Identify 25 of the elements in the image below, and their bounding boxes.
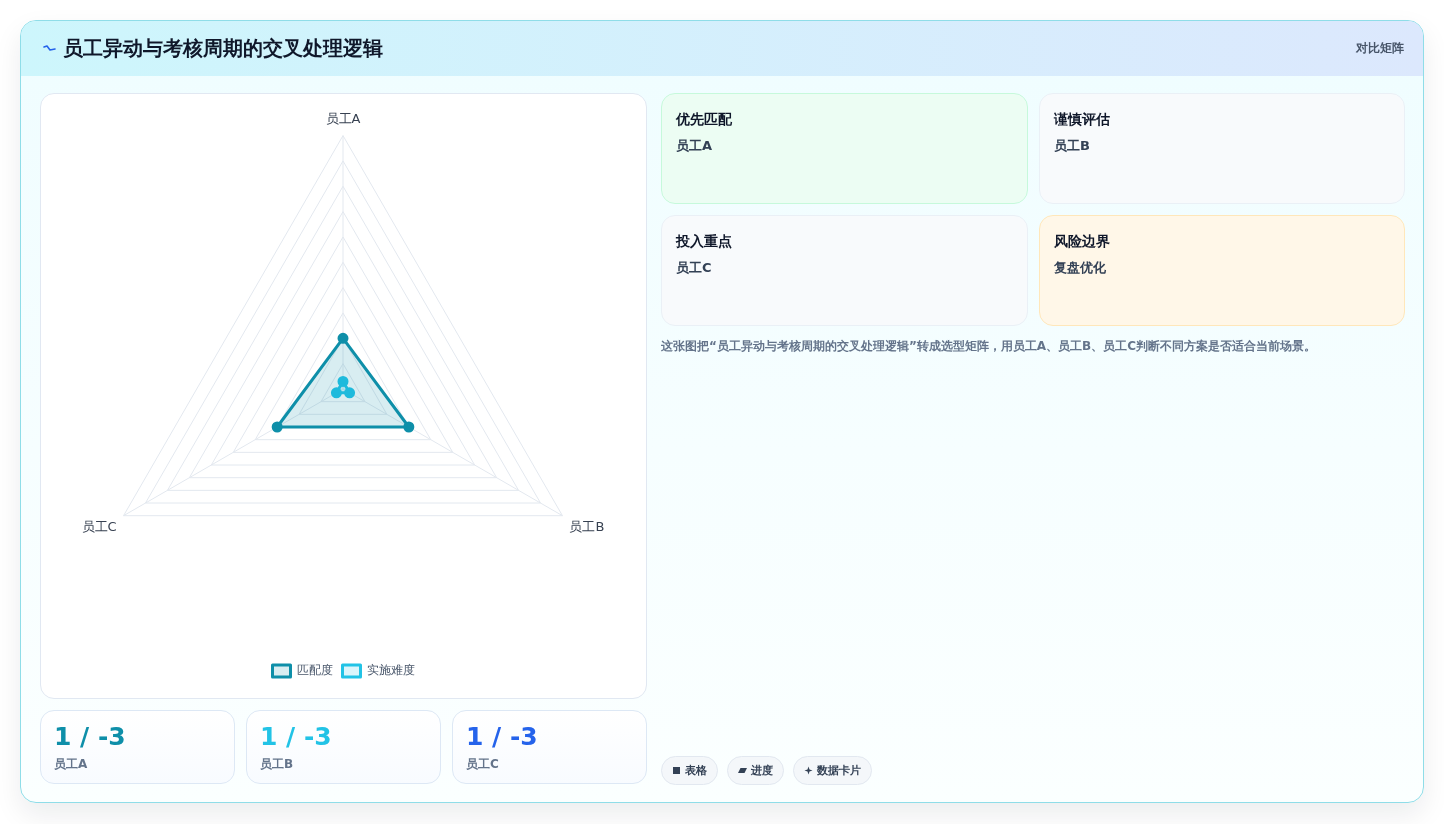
category-label: 优先匹配: [676, 110, 732, 129]
text: 进度: [751, 763, 773, 778]
text: 表格: [685, 763, 707, 778]
text: 数据卡片: [817, 763, 861, 778]
category-label: 员工B: [260, 756, 294, 772]
category-label: 投入重点: [676, 232, 732, 251]
text: 员工A: [676, 137, 713, 155]
text: 这张图把“员工异动与考核周期的交叉处理逻辑”转成选型矩阵，用员工A、员工B、员工C判断不同方案是否适合当前场景。: [661, 338, 1317, 354]
text: 员工C: [676, 259, 712, 277]
category-label: 员工C: [466, 756, 499, 772]
legend-label: 实施难度: [366, 663, 415, 678]
text: 1 / -3: [466, 721, 538, 753]
spoke-label: 员工A: [325, 111, 361, 127]
category-label: 谨慎评估: [1054, 110, 1110, 129]
text: 1 / -3: [260, 721, 332, 753]
spoke-label: 员工C: [81, 518, 117, 534]
chart-title: 员工异动与考核周期的交叉处理逻辑: [63, 35, 383, 62]
text: 复盘优化: [1054, 259, 1106, 277]
spoke-label: 员工B: [569, 518, 605, 534]
legend-label: 匹配度: [296, 663, 333, 678]
category-label: 风险边界: [1054, 232, 1110, 251]
text: 1 / -3: [54, 721, 126, 753]
category-label: 员工A: [54, 756, 88, 772]
text: 员工B: [1054, 137, 1090, 155]
text: 对比矩阵: [1356, 40, 1404, 57]
